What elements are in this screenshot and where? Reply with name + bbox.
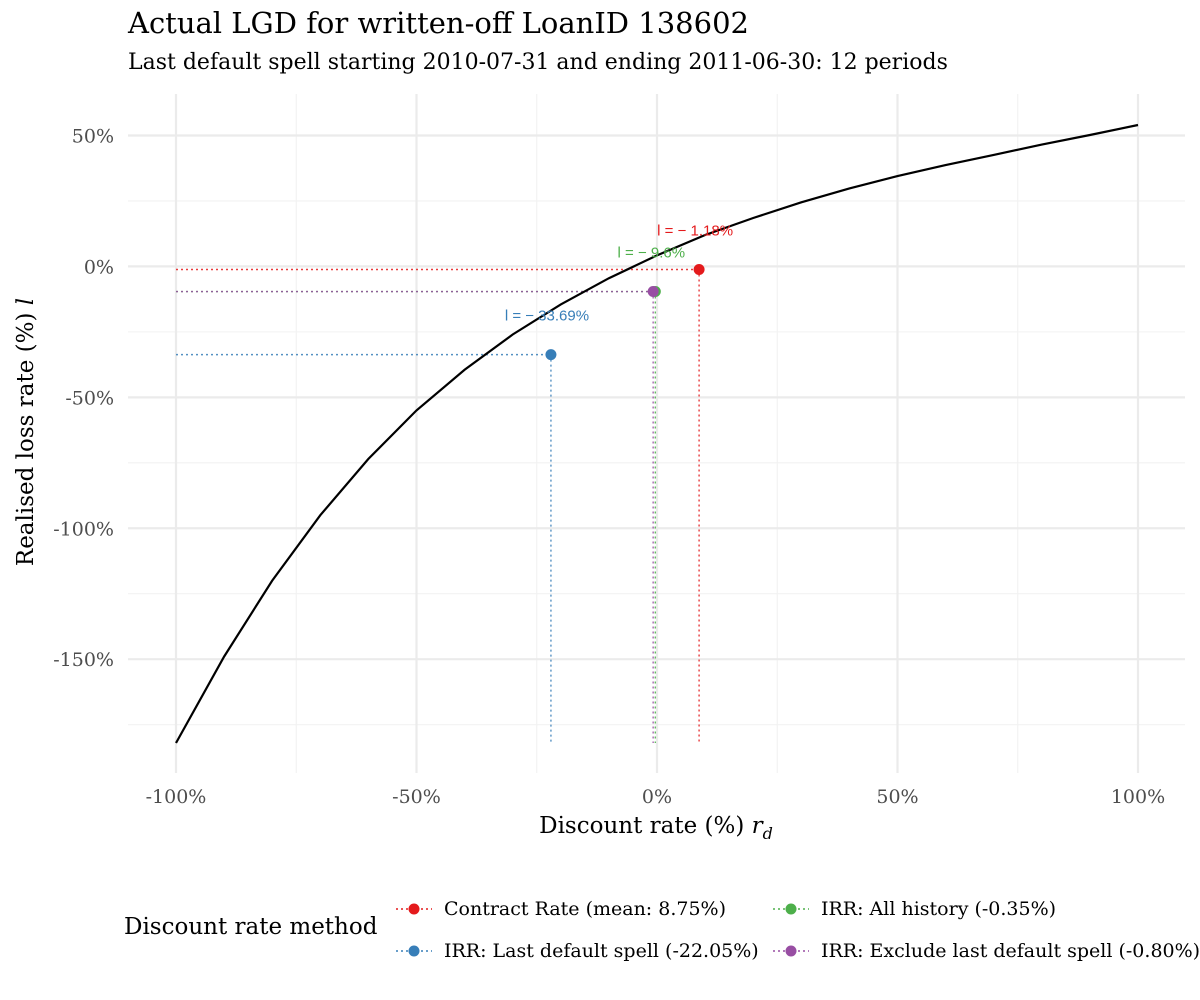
x-tick-label: 100% bbox=[1111, 786, 1165, 808]
point-label: l = − 9.6% bbox=[618, 245, 686, 262]
x-axis-title: Discount rate (%) rd bbox=[539, 813, 773, 843]
y-tick-label: 0% bbox=[84, 256, 114, 278]
y-axis-title: Realised loss rate (%) l bbox=[13, 298, 39, 566]
x-tick-label: -50% bbox=[392, 786, 441, 808]
points bbox=[545, 263, 705, 361]
legend-label: IRR: Exclude last default spell (-0.80%) bbox=[821, 940, 1200, 962]
legend-item: Contract Rate (mean: 8.75%) bbox=[394, 894, 726, 924]
grid-major bbox=[128, 94, 1185, 773]
chart-title: Actual LGD for written-off LoanID 138602 bbox=[128, 6, 749, 40]
point-label: l = − 33.69% bbox=[505, 308, 589, 325]
legend-key bbox=[394, 894, 434, 924]
y-tick-label: -100% bbox=[53, 518, 114, 540]
y-tick-label: -50% bbox=[65, 387, 114, 409]
legend-label: IRR: All history (-0.35%) bbox=[821, 898, 1057, 920]
x-tick-label: 0% bbox=[642, 786, 672, 808]
legend-key bbox=[771, 936, 811, 966]
x-tick-labels: -100% -50% 0% 50% 100% bbox=[146, 786, 1166, 808]
legend-item: IRR: Exclude last default spell (-0.80%) bbox=[771, 936, 1200, 966]
data-point bbox=[647, 286, 659, 298]
legend-key bbox=[394, 936, 434, 966]
x-tick-label: 50% bbox=[876, 786, 918, 808]
legend-key bbox=[771, 894, 811, 924]
point-labels: l = − 1.18% l = − 33.69% l = − 9.6% bbox=[505, 222, 733, 324]
legend-title: Discount rate method bbox=[124, 914, 378, 940]
y-tick-label: -150% bbox=[53, 649, 114, 671]
legend-item: IRR: All history (-0.35%) bbox=[771, 894, 1056, 924]
chart-subtitle: Last default spell starting 2010-07-31 a… bbox=[128, 50, 948, 75]
guide-lines bbox=[176, 268, 700, 743]
y-tick-label: 50% bbox=[72, 125, 114, 147]
point-label: l = − 1.18% bbox=[657, 222, 733, 239]
lgd-curve bbox=[175, 123, 1139, 744]
legend-label: IRR: Last default spell (-22.05%) bbox=[444, 940, 759, 962]
y-tick-labels: 50% 0% -50% -100% -150% bbox=[53, 125, 114, 671]
x-tick-label: -100% bbox=[146, 786, 207, 808]
legend-label: Contract Rate (mean: 8.75%) bbox=[444, 898, 727, 920]
data-point bbox=[545, 349, 557, 361]
data-point bbox=[693, 263, 705, 275]
legend-item: IRR: Last default spell (-22.05%) bbox=[394, 936, 759, 966]
